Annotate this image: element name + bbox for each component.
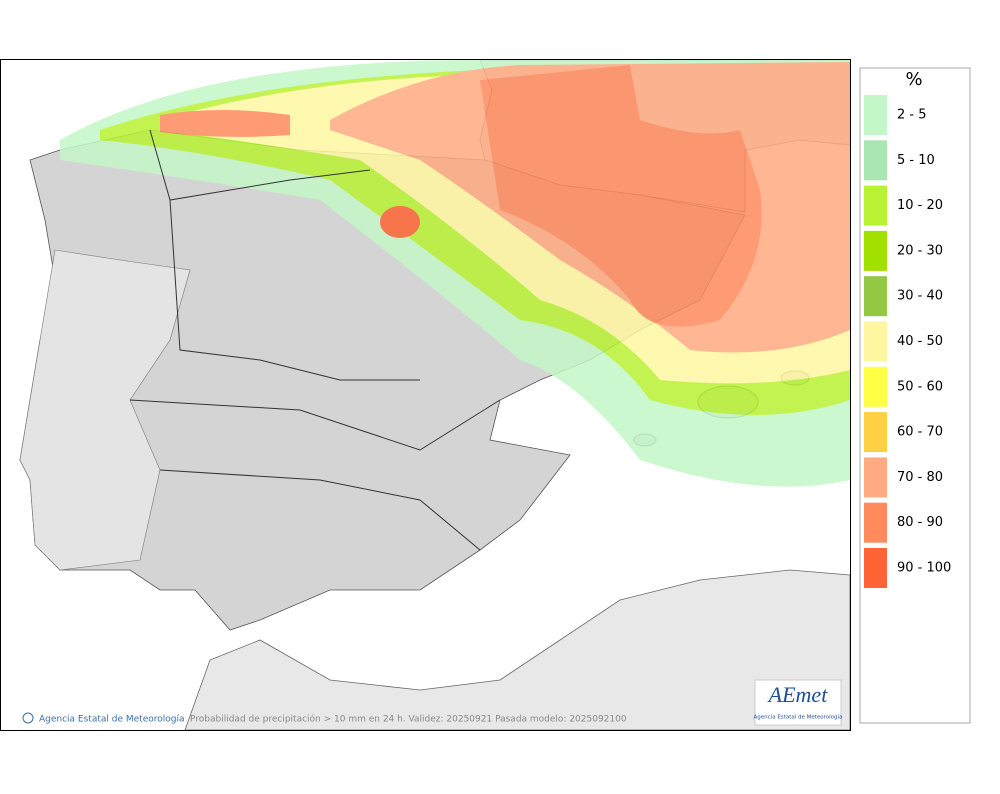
- legend-label: 60 - 70: [897, 425, 943, 440]
- legend-label: 80 - 90: [897, 515, 943, 530]
- legend-title: %: [905, 69, 922, 90]
- legend-swatch: [864, 366, 887, 407]
- map-frame: [0, 59, 851, 731]
- legend-swatch: [864, 412, 887, 453]
- credit: Agencia Estatal de Meteorología: [39, 715, 185, 725]
- legend-swatch: [864, 276, 887, 317]
- legend-label: 10 - 20: [897, 198, 943, 213]
- legend-label: 70 - 80: [897, 470, 943, 485]
- legend-swatch: [864, 140, 887, 181]
- copyright-icon: [22, 712, 34, 724]
- legend-swatch: [864, 548, 887, 588]
- logo-subtitle: Agencia Estatal de Meteorología: [754, 714, 843, 721]
- legend-label: 20 - 30: [897, 243, 943, 258]
- legend-label: 90 - 100: [897, 561, 951, 576]
- legend: 2 - 5 5 - 10 10 - 20 20 - 30 30 - 40 40 - 50 5…: [864, 95, 951, 588]
- legend-swatch: [864, 185, 887, 226]
- africa: [184, 569, 850, 730]
- legend-swatch: [864, 321, 887, 362]
- legend-swatch: [864, 230, 887, 271]
- map: [1, 60, 850, 730]
- precipitation: [60, 60, 850, 487]
- caption: Probabilidad de precipitación > 10 mm en…: [190, 714, 627, 725]
- legend-swatch: [864, 502, 887, 543]
- legend-label: 40 - 50: [897, 334, 943, 349]
- logo: AEmet: [767, 682, 829, 707]
- legend-swatch: [864, 457, 887, 498]
- legend-swatch: [864, 95, 887, 135]
- legend-label: 30 - 40: [897, 289, 943, 304]
- legend-label: 50 - 60: [897, 379, 943, 394]
- legend-label: 5 - 10: [897, 153, 935, 168]
- logo-box: [754, 679, 842, 726]
- legend-label: 2 - 5: [897, 108, 927, 123]
- portugal: [19, 249, 191, 571]
- region-borders: [129, 129, 501, 551]
